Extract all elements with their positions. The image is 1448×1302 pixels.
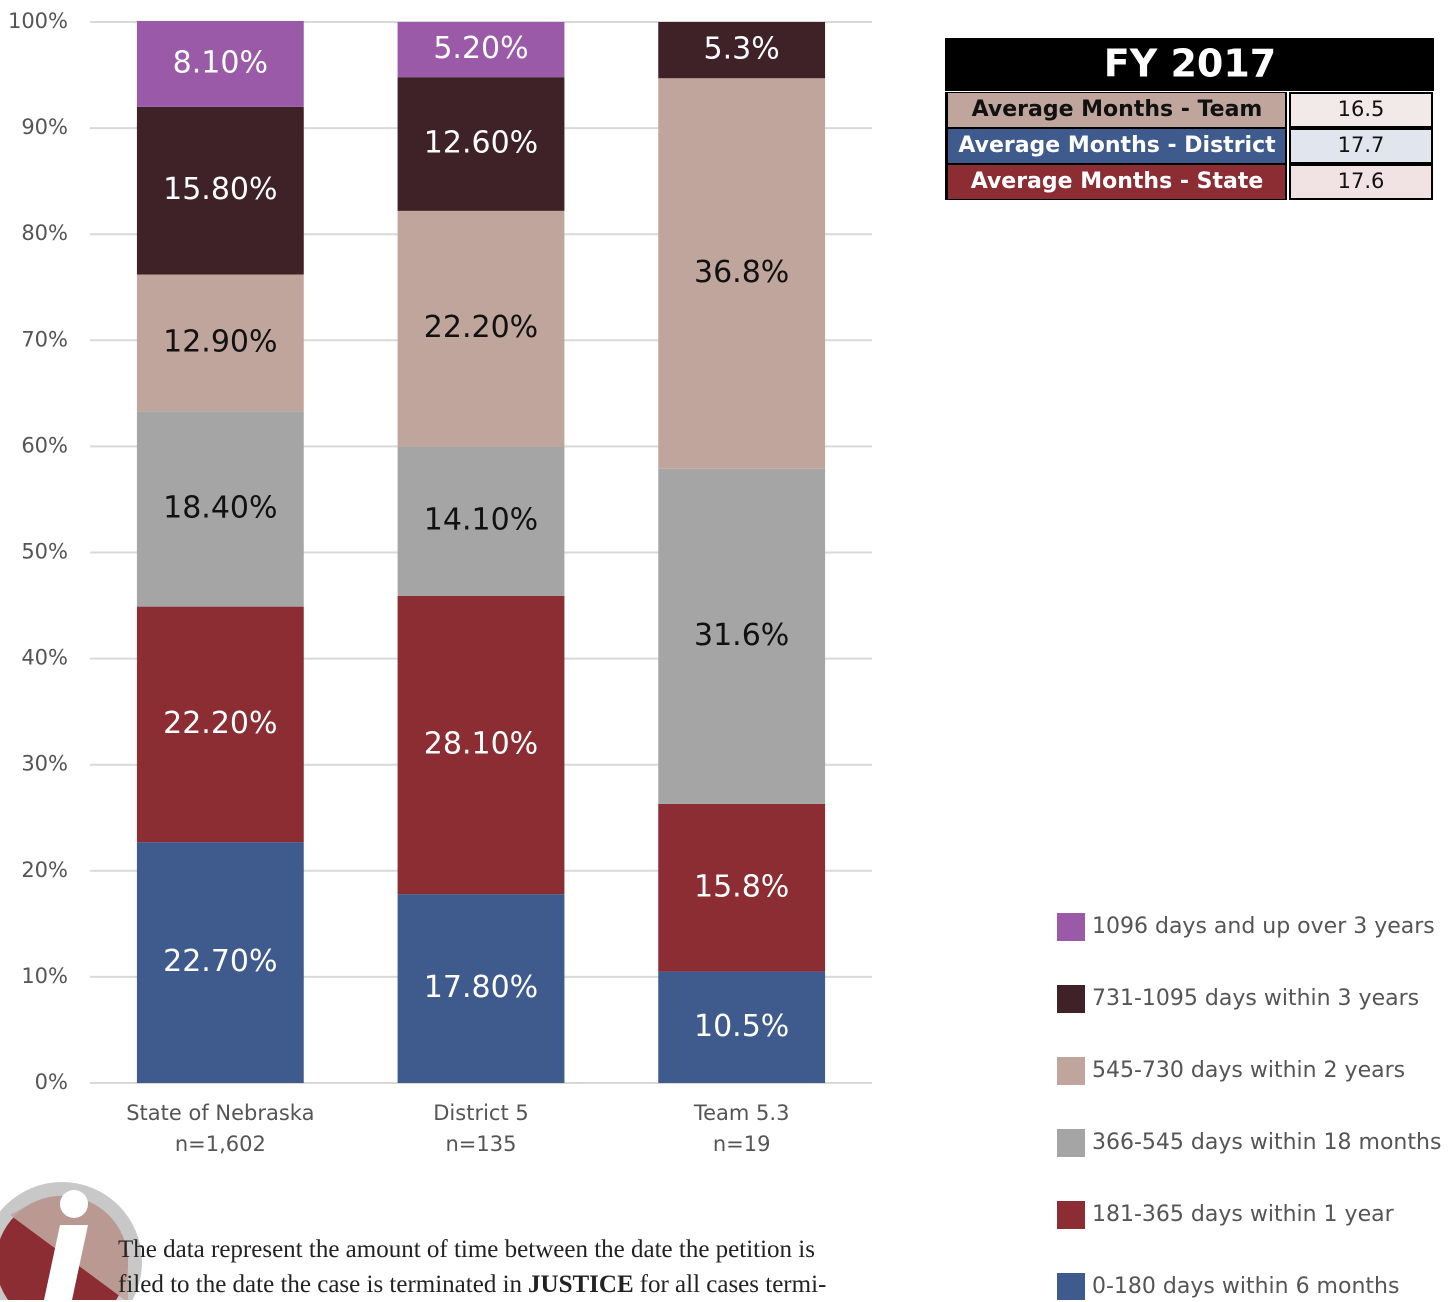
table-value: 17.7 bbox=[1338, 133, 1385, 157]
bar-segment bbox=[397, 596, 565, 895]
legend-label: 731-1095 days within 3 years bbox=[1092, 986, 1419, 1011]
table-title-bg bbox=[945, 38, 1434, 91]
bar-segment bbox=[397, 894, 565, 1083]
x-tick-note: n=1,602 bbox=[175, 1132, 266, 1156]
x-tick-label: State of Nebraska bbox=[126, 1101, 314, 1125]
table-label-bg bbox=[948, 129, 1285, 163]
bar-segment bbox=[658, 803, 826, 972]
data-label: 36.8% bbox=[694, 255, 789, 290]
x-tick-note: n=19 bbox=[713, 1132, 771, 1156]
data-label: 12.60% bbox=[424, 126, 538, 161]
legend-swatch bbox=[1057, 1129, 1085, 1157]
legend-swatch bbox=[1057, 1273, 1085, 1300]
data-label: 5.3% bbox=[704, 32, 780, 67]
bar-segment bbox=[136, 106, 304, 275]
legend-label: 366-545 days within 18 months bbox=[1092, 1130, 1441, 1155]
bar-segment bbox=[136, 274, 304, 412]
y-tick-label: 30% bbox=[21, 752, 68, 776]
data-label: 12.90% bbox=[163, 324, 277, 359]
bar-segment bbox=[397, 446, 565, 597]
table-label-bg bbox=[948, 93, 1285, 127]
table-value-cell bbox=[1289, 92, 1433, 128]
data-label: 14.10% bbox=[424, 503, 538, 538]
data-label: 18.40% bbox=[163, 490, 277, 525]
data-label: 8.10% bbox=[173, 45, 268, 80]
y-tick-label: 10% bbox=[21, 964, 68, 988]
data-label: 5.20% bbox=[433, 31, 528, 66]
x-tick-label: Team 5.3 bbox=[693, 1101, 790, 1125]
bar-segment bbox=[658, 22, 826, 79]
data-label: 28.10% bbox=[424, 727, 538, 762]
legend-label: 181-365 days within 1 year bbox=[1092, 1202, 1395, 1227]
data-label: 22.70% bbox=[163, 944, 277, 979]
data-label: 15.80% bbox=[163, 172, 277, 207]
bar-segment bbox=[658, 78, 826, 469]
note-bold: JUSTICE bbox=[528, 1271, 634, 1298]
bar-segment bbox=[136, 842, 304, 1083]
table-label: Average Months - State bbox=[971, 169, 1264, 194]
table-value-cell bbox=[1289, 164, 1433, 200]
data-label: 31.6% bbox=[694, 618, 789, 653]
bar-segment bbox=[136, 20, 304, 107]
table-value-cell bbox=[1289, 128, 1433, 164]
table-value: 17.6 bbox=[1338, 169, 1385, 193]
note-line: filed to the date the case is terminated… bbox=[118, 1267, 1018, 1302]
y-tick-label: 60% bbox=[21, 433, 68, 457]
legend-swatch bbox=[1057, 1201, 1085, 1229]
x-tick-note: n=135 bbox=[446, 1132, 517, 1156]
table-title: FY 2017 bbox=[1104, 42, 1276, 86]
info-icon bbox=[0, 1182, 142, 1300]
data-label: 22.20% bbox=[424, 310, 538, 345]
table-value: 16.5 bbox=[1338, 97, 1385, 121]
table-label: Average Months - District bbox=[958, 133, 1276, 158]
bar-segment bbox=[397, 210, 565, 447]
table-label-bg bbox=[948, 165, 1285, 199]
legend-swatch bbox=[1057, 913, 1085, 941]
y-tick-label: 40% bbox=[21, 646, 68, 670]
y-tick-label: 100% bbox=[8, 9, 68, 33]
table-label: Average Months - Team bbox=[972, 97, 1263, 122]
y-tick-label: 0% bbox=[35, 1070, 68, 1094]
data-label: 17.80% bbox=[424, 970, 538, 1005]
note: The data represent the amount of time be… bbox=[118, 1232, 1018, 1302]
note-line: The data represent the amount of time be… bbox=[118, 1236, 815, 1263]
legend-swatch bbox=[1057, 1057, 1085, 1085]
legend-label: 1096 days and up over 3 years bbox=[1092, 914, 1435, 939]
note-text: filed to the date the case is terminated… bbox=[118, 1271, 523, 1298]
data-label: 22.20% bbox=[163, 706, 277, 741]
bar-segment bbox=[658, 468, 826, 804]
y-tick-label: 80% bbox=[21, 221, 68, 245]
x-tick-label: District 5 bbox=[433, 1101, 528, 1125]
y-tick-label: 20% bbox=[21, 858, 68, 882]
bar-segment bbox=[136, 411, 304, 607]
bar-segment bbox=[397, 22, 565, 78]
legend-swatch bbox=[1057, 985, 1085, 1013]
bar-segment bbox=[658, 971, 826, 1083]
bar-segment bbox=[136, 606, 304, 843]
note-text: for all cases termi- bbox=[639, 1271, 827, 1298]
legend-label: 0-180 days within 6 months bbox=[1092, 1274, 1399, 1299]
data-label: 10.5% bbox=[694, 1009, 789, 1044]
y-tick-label: 50% bbox=[21, 540, 68, 564]
y-tick-label: 70% bbox=[21, 327, 68, 351]
bar-segment bbox=[397, 77, 565, 211]
legend-label: 545-730 days within 2 years bbox=[1092, 1058, 1405, 1083]
data-label: 15.8% bbox=[694, 869, 789, 904]
y-tick-label: 90% bbox=[21, 115, 68, 139]
